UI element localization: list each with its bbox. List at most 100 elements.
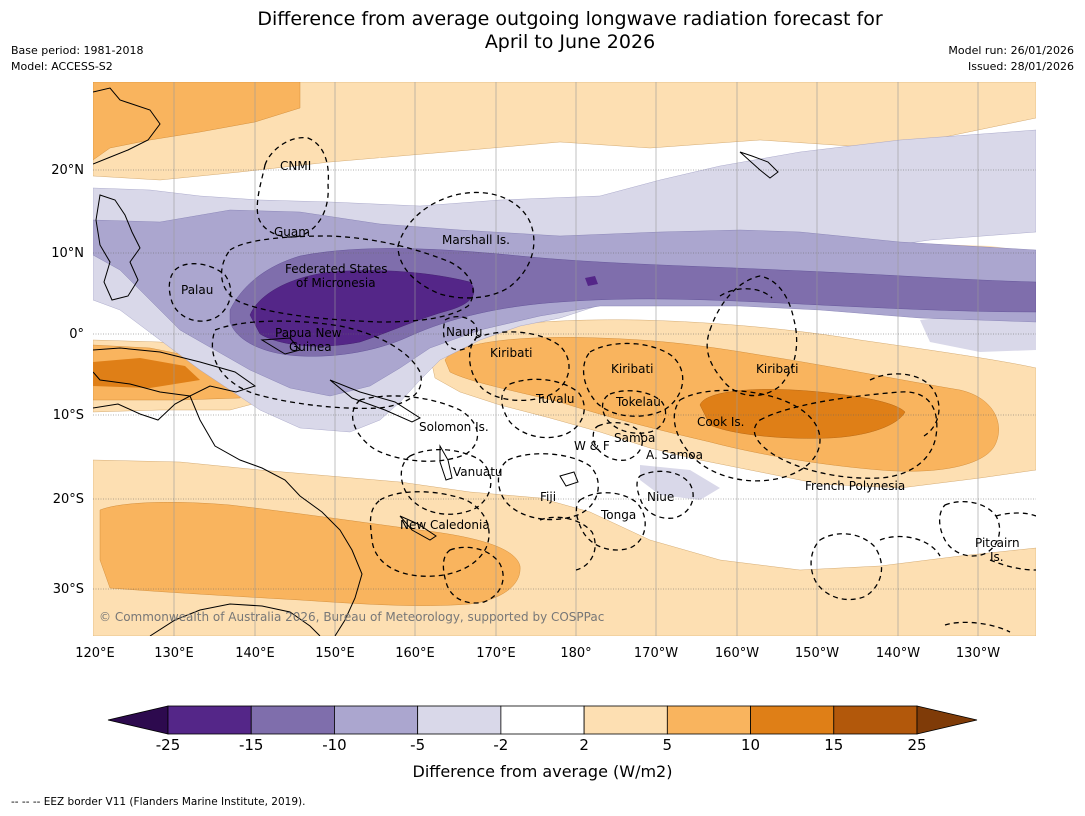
colorbar-tick-label: -15 bbox=[239, 736, 264, 754]
x-tick-label: 170°W bbox=[634, 646, 678, 661]
eez-nauru bbox=[442, 315, 478, 351]
eez-tonga bbox=[575, 492, 646, 551]
map-plot-area: CNMI Guam Marshall Is. Federated States … bbox=[93, 82, 1036, 636]
label-tokelau: Tokelau bbox=[615, 395, 661, 409]
eez-samoa bbox=[592, 421, 643, 461]
eez-kiribati-e bbox=[706, 275, 798, 397]
eez-french-polynesia bbox=[753, 391, 938, 479]
colorbar-tick-label: 2 bbox=[579, 736, 589, 754]
x-tick-label: 170°E bbox=[476, 646, 516, 661]
anomaly-pos-north-light bbox=[93, 82, 1036, 181]
label-samoa: Samoa bbox=[614, 431, 655, 445]
meta-left: Base period: 1981-2018 Model: ACCESS-S2 bbox=[11, 43, 143, 75]
colorbar-segment bbox=[833, 705, 918, 735]
coastlines bbox=[93, 87, 779, 636]
eez-norfolk bbox=[442, 546, 504, 604]
label-guam: Guam bbox=[274, 225, 310, 239]
x-axis-labels: 120°E 130°E 140°E 150°E 160°E 170°E 180°… bbox=[75, 646, 1000, 661]
y-tick-label: 20°S bbox=[53, 492, 84, 507]
colorbar-tick-label: 15 bbox=[824, 736, 843, 754]
anomaly-pos-west-dark bbox=[93, 358, 200, 388]
colorbar-tick-label: 10 bbox=[741, 736, 760, 754]
label-tuvalu: Tuvalu bbox=[535, 392, 575, 406]
x-tick-label: 130°E bbox=[154, 646, 194, 661]
chart-title: Difference from average outgoing longwav… bbox=[170, 8, 970, 54]
y-axis-labels: 20°N 10°N 0° 10°S 20°S 30°S bbox=[51, 163, 84, 597]
colorbar-tick-label: -10 bbox=[322, 736, 347, 754]
anomaly-pos-north-mid bbox=[93, 82, 301, 161]
colorbar-segment bbox=[583, 705, 668, 735]
x-tick-label: 120°E bbox=[75, 646, 115, 661]
colorbar-segment bbox=[334, 705, 419, 735]
x-tick-label: 140°E bbox=[235, 646, 275, 661]
label-solomon: Solomon Is. bbox=[419, 420, 489, 434]
x-tick-label: 150°E bbox=[315, 646, 355, 661]
y-tick-label: 30°S bbox=[53, 582, 84, 597]
label-american-samoa: A. Samoa bbox=[646, 448, 703, 462]
model-name: Model: ACCESS-S2 bbox=[11, 60, 113, 73]
y-tick-label: 0° bbox=[69, 327, 84, 342]
copyright-notice: © Commonwealth of Australia 2026, Bureau… bbox=[99, 610, 604, 624]
label-pitcairn-line1: Pitcairn bbox=[975, 536, 1020, 550]
eez-marshall bbox=[397, 191, 535, 299]
label-wallis-futuna: W & F bbox=[574, 439, 610, 453]
colorbar-tick-label: 25 bbox=[907, 736, 926, 754]
label-cook-islands: Cook Is. bbox=[697, 415, 744, 429]
title-line-1: Difference from average outgoing longwav… bbox=[257, 8, 883, 30]
label-kiribati-west: Kiribati bbox=[490, 346, 532, 360]
colorbar-tick-label: -5 bbox=[410, 736, 425, 754]
colorbar-segment bbox=[666, 705, 751, 735]
coast-philippines bbox=[95, 194, 141, 301]
eez-niue bbox=[636, 470, 694, 519]
anomaly-neg-light-south bbox=[640, 465, 720, 500]
label-vanuatu: Vanuatu bbox=[453, 465, 503, 479]
eez-pitcairn bbox=[938, 501, 1001, 557]
coast-vanuatu bbox=[439, 444, 453, 481]
region-labels: CNMI Guam Marshall Is. Federated States … bbox=[181, 159, 1020, 564]
eez-north-east-loop bbox=[719, 288, 773, 299]
eez-cnmi bbox=[256, 137, 330, 238]
colorbar: -25 -15 -10 -5 -2 2 5 10 15 25 bbox=[107, 705, 978, 754]
colorbar-segment bbox=[750, 705, 835, 735]
colorbar-tick-label: 5 bbox=[663, 736, 673, 754]
label-fiji: Fiji bbox=[540, 490, 556, 504]
anomaly-pos-east-dark bbox=[699, 389, 906, 439]
eez-far-east bbox=[944, 621, 1011, 633]
coast-new-caledonia bbox=[399, 515, 437, 541]
colorbar-segment bbox=[500, 705, 585, 735]
eez-tokelau bbox=[601, 390, 667, 434]
eez-pitcairn-east bbox=[995, 512, 1036, 517]
y-tick-label: 20°N bbox=[51, 163, 84, 178]
y-tick-label: 10°S bbox=[53, 408, 84, 423]
colorbar-extend-high bbox=[916, 705, 978, 735]
eez-palau bbox=[168, 263, 232, 322]
label-cnmi: CNMI bbox=[280, 159, 311, 173]
x-tick-label: 150°W bbox=[795, 646, 839, 661]
coast-fiji bbox=[559, 471, 579, 487]
label-new-caledonia: New Caledonia bbox=[400, 518, 490, 532]
x-tick-label: 140°W bbox=[876, 646, 920, 661]
title-line-2: April to June 2026 bbox=[484, 31, 656, 53]
label-fsm-line2: of Micronesia bbox=[296, 276, 376, 290]
label-kiribati-east: Kiribati bbox=[756, 362, 798, 376]
label-niue: Niue bbox=[647, 490, 674, 504]
eez-kermadec bbox=[539, 516, 596, 571]
eez-fiji bbox=[497, 453, 599, 521]
colorbar-extend-low bbox=[107, 705, 169, 735]
colorbar-segment bbox=[417, 705, 502, 735]
coast-australia-south bbox=[149, 603, 321, 636]
anomaly-neg-darkest-2 bbox=[585, 276, 598, 286]
coast-australia bbox=[93, 395, 363, 636]
eez-kiribati-w bbox=[468, 331, 570, 402]
x-tick-label: 160°W bbox=[715, 646, 759, 661]
coast-hawaii bbox=[739, 151, 779, 179]
label-marshall: Marshall Is. bbox=[442, 233, 510, 247]
coast-new-guinea bbox=[93, 347, 257, 397]
label-pitcairn-line2: Is. bbox=[990, 550, 1004, 564]
colorbar-tick-label: -2 bbox=[493, 736, 508, 754]
model-run: Model run: 26/01/2026 bbox=[948, 44, 1074, 57]
label-palau: Palau bbox=[181, 283, 213, 297]
eez-png bbox=[211, 320, 422, 410]
eez-french-polynesia-east bbox=[869, 373, 940, 437]
eez-borders bbox=[168, 137, 1036, 633]
